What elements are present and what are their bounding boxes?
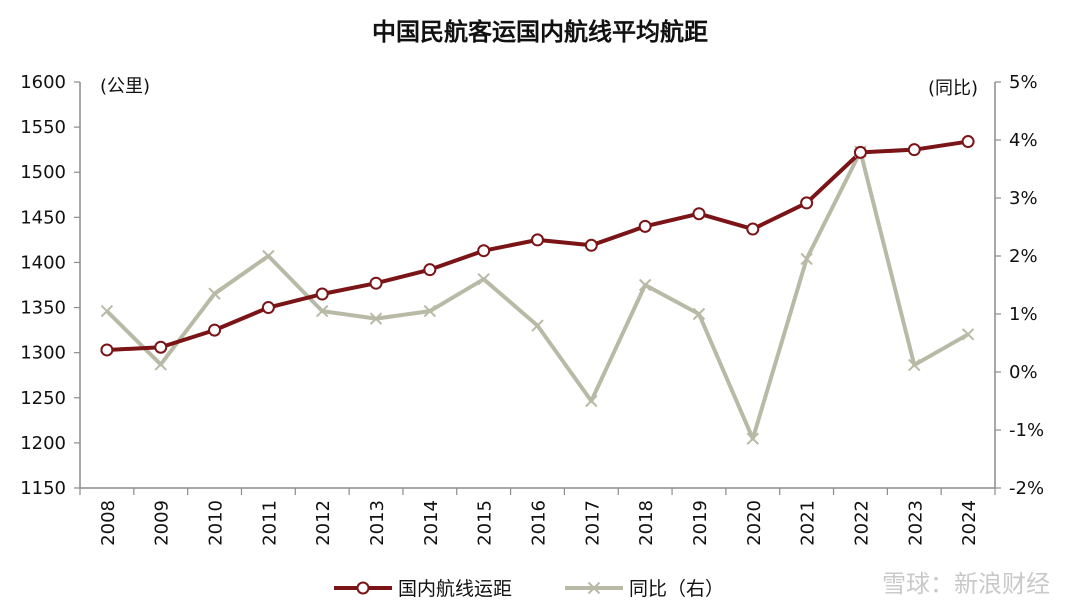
x-tick-label: 2012 — [313, 500, 334, 546]
yoy-data-point — [692, 307, 706, 321]
yoy-data-point — [800, 252, 813, 266]
x-tick-label: 2020 — [744, 500, 765, 546]
left-tick-label: 1300 — [20, 343, 66, 364]
distance-data-point — [477, 244, 491, 258]
distance-data-point — [369, 276, 383, 290]
left-tick-label: 1600 — [20, 72, 66, 93]
right-tick-label: 4% — [1009, 130, 1038, 151]
distance-data-point — [853, 145, 867, 159]
yoy-data-point — [208, 287, 221, 300]
left-tick-label: 1400 — [20, 252, 66, 273]
distance-data-point — [638, 219, 652, 233]
distance-data-point — [584, 238, 598, 252]
distance-data-point — [692, 207, 706, 221]
x-tick-label: 2017 — [582, 500, 603, 546]
watermark-text: 雪球：新浪财经 — [882, 570, 1050, 598]
x-tick-label: 2018 — [636, 500, 657, 546]
x-tick-label: 2021 — [798, 500, 819, 546]
distance-data-point — [746, 222, 760, 236]
distance-data-point — [907, 143, 921, 157]
left-tick-label: 1500 — [20, 162, 66, 183]
yoy-data-point — [746, 432, 760, 445]
x-tick-label: 2009 — [152, 500, 173, 546]
x-tick-label: 2019 — [690, 500, 711, 546]
chart-legend: 国内航线运距 同比（右） — [334, 578, 724, 600]
yoy-data-point — [100, 304, 114, 318]
distance-data-point — [100, 343, 114, 357]
legend-label-distance: 国内航线运距 — [398, 578, 512, 600]
left-tick-label: 1450 — [20, 207, 66, 228]
legend-marker-yoy — [587, 581, 601, 595]
distance-data-point — [315, 287, 329, 301]
legend-label-yoy: 同比（右） — [629, 578, 724, 600]
yoy-data-point — [369, 312, 383, 325]
watermark: 雪球：新浪财经 — [882, 570, 1050, 598]
series-lines — [105, 139, 970, 441]
x-tick-label: 2011 — [259, 500, 280, 546]
left-tick-label: 1350 — [20, 298, 66, 319]
right-tick-label: 2% — [1009, 246, 1038, 267]
yoy-data-point — [531, 319, 544, 332]
left-tick-label: 1550 — [20, 117, 66, 138]
x-tick-label: 2024 — [959, 500, 980, 546]
yoy-data-point — [961, 328, 975, 341]
right-tick-label: 3% — [1009, 188, 1038, 209]
x-tick-label: 2015 — [475, 500, 496, 546]
left-tick-label: 1200 — [20, 433, 66, 454]
right-axis-unit: (同比) — [928, 78, 978, 99]
yoy-series-line — [105, 149, 970, 441]
yoy-data-point — [477, 272, 490, 286]
yoy-data-point — [154, 358, 167, 371]
yoy-data-point — [423, 304, 437, 318]
x-tick-label: 2008 — [98, 500, 119, 546]
yoy-data-point — [908, 358, 921, 372]
series-markers — [100, 135, 975, 445]
chart-title: 中国民航客运国内航线平均航距 — [372, 18, 708, 46]
x-tick-label: 2016 — [529, 500, 550, 546]
distance-data-point — [154, 340, 168, 354]
x-tick-label: 2022 — [851, 500, 872, 546]
left-tick-label: 1250 — [20, 388, 66, 409]
right-tick-label: 1% — [1009, 304, 1038, 325]
distance-data-point — [423, 263, 437, 277]
distance-data-point — [208, 323, 222, 337]
distance-data-point — [961, 135, 975, 149]
right-tick-label: -1% — [1009, 420, 1044, 441]
right-tick-label: -2% — [1009, 478, 1044, 499]
yoy-data-point — [585, 394, 598, 408]
right-tick-label: 5% — [1009, 72, 1038, 93]
x-tick-label: 2014 — [421, 500, 442, 546]
chart-axes: 1600 1550 1500 1450 1400 1350 1300 1250 1200 1150… — [20, 72, 1044, 546]
yoy-data-point — [638, 278, 652, 292]
x-tick-label: 2010 — [206, 500, 227, 546]
distance-data-point — [261, 301, 275, 315]
right-tick-label: 0% — [1009, 362, 1038, 383]
x-tick-label: 2013 — [367, 500, 388, 546]
x-tick-label: 2023 — [905, 500, 926, 546]
left-tick-label: 1150 — [20, 478, 66, 499]
distance-data-point — [531, 233, 544, 247]
yoy-data-point — [262, 249, 275, 263]
left-axis-unit: (公里) — [100, 76, 150, 97]
distance-data-point — [800, 196, 814, 210]
yoy-data-point — [315, 304, 329, 318]
legend-marker-distance — [356, 581, 370, 595]
